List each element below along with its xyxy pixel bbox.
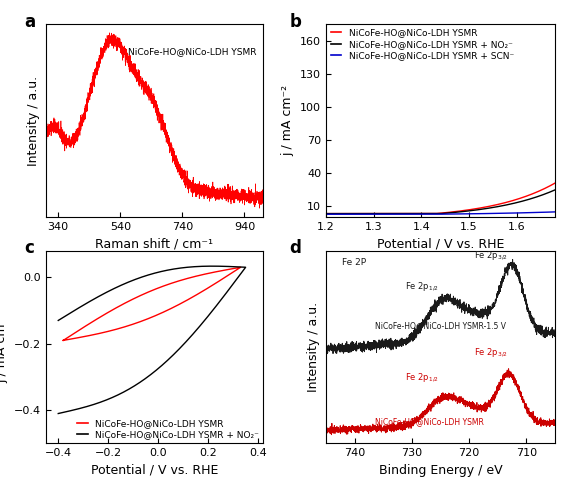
Y-axis label: j / mA cm⁻²: j / mA cm⁻² xyxy=(281,85,295,156)
Y-axis label: j / mA cm⁻²: j / mA cm⁻² xyxy=(0,311,8,383)
Legend: NiCoFe-HO@NiCo-LDH YSMR, NiCoFe-HO@NiCo-LDH YSMR + NO₂⁻, NiCoFe-HO@NiCo-LDH YSMR: NiCoFe-HO@NiCo-LDH YSMR, NiCoFe-HO@NiCo-… xyxy=(331,28,514,60)
Legend: NiCoFe-HO@NiCo-LDH YSMR, NiCoFe-HO@NiCo-LDH YSMR + NO₂⁻: NiCoFe-HO@NiCo-LDH YSMR, NiCoFe-HO@NiCo-… xyxy=(77,419,259,439)
X-axis label: Potential / V vs. RHE: Potential / V vs. RHE xyxy=(377,237,504,250)
Text: NiCoFe-HO@NiCo-LDH YSMR: NiCoFe-HO@NiCo-LDH YSMR xyxy=(128,47,257,56)
Text: b: b xyxy=(289,13,301,30)
Text: Fe 2P: Fe 2P xyxy=(342,258,366,268)
Text: d: d xyxy=(289,239,301,257)
Text: c: c xyxy=(24,239,34,257)
Y-axis label: Intensity / a.u.: Intensity / a.u. xyxy=(308,302,320,392)
Text: NiCoFe-HO@NiCo-LDH YSMR-1.5 V: NiCoFe-HO@NiCo-LDH YSMR-1.5 V xyxy=(375,321,506,330)
X-axis label: Raman shift / cm⁻¹: Raman shift / cm⁻¹ xyxy=(96,237,213,250)
Text: Fe 2p$_{1/2}$: Fe 2p$_{1/2}$ xyxy=(405,371,439,384)
X-axis label: Binding Energy / eV: Binding Energy / eV xyxy=(379,464,502,477)
Text: a: a xyxy=(24,13,35,30)
Text: Fe 2p$_{1/2}$: Fe 2p$_{1/2}$ xyxy=(405,281,439,293)
Text: Fe 2p$_{3/2}$: Fe 2p$_{3/2}$ xyxy=(474,250,508,262)
Y-axis label: Intensity / a.u.: Intensity / a.u. xyxy=(27,76,40,165)
Text: Fe 2p$_{3/2}$: Fe 2p$_{3/2}$ xyxy=(474,346,508,359)
X-axis label: Potential / V vs. RHE: Potential / V vs. RHE xyxy=(91,464,218,477)
Text: NiCoFe-HO@NiCo-LDH YSMR: NiCoFe-HO@NiCo-LDH YSMR xyxy=(375,417,483,426)
